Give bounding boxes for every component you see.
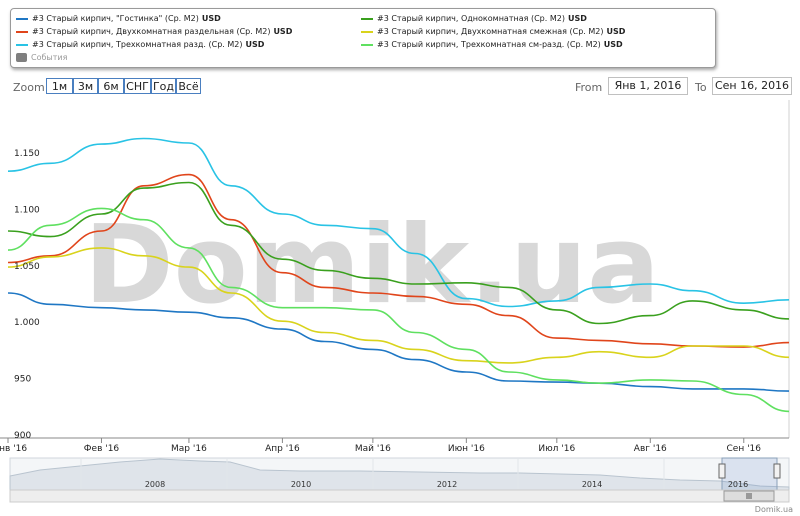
- x-tick-label: Янв '16: [0, 444, 27, 454]
- series-line-3: [7, 181, 790, 325]
- legend-label: #3 Старый кирпич, Двухкомнатная смежная …: [377, 27, 604, 36]
- legend-item-two-room-separate[interactable]: #3 Старый кирпич, Двухкомнатная раздельн…: [16, 26, 292, 37]
- x-tick-label: Авг '16: [634, 444, 667, 454]
- x-tick-label: Сен '16: [727, 444, 762, 454]
- navigator-handle-right[interactable]: [773, 463, 781, 479]
- navigator-handle-left[interactable]: [718, 463, 726, 479]
- range-from-label: From: [575, 81, 603, 94]
- legend-swatch: [361, 43, 373, 46]
- legend-swatch: [361, 17, 373, 20]
- events-icon: [16, 53, 27, 62]
- legend-unit: USD: [273, 27, 293, 36]
- navigator-selection[interactable]: [721, 457, 778, 491]
- zoom-6m-button[interactable]: 6м: [98, 78, 124, 94]
- legend-unit: USD: [201, 14, 221, 23]
- legend-unit: USD: [606, 27, 626, 36]
- legend-swatch: [16, 43, 28, 46]
- legend-item-three-room-separate[interactable]: #3 Старый кирпич, Трехкомнатная разд. (С…: [16, 39, 264, 50]
- series-line-4: [7, 247, 790, 364]
- legend-label: #3 Старый кирпич, Двухкомнатная раздельн…: [32, 27, 271, 36]
- range-from-input[interactable]: Янв 1, 2016: [608, 77, 688, 95]
- x-tick-label: Июл '16: [538, 444, 575, 454]
- range-to-input[interactable]: Сен 16, 2016: [712, 77, 792, 95]
- x-tick-label: Мар '16: [171, 444, 207, 454]
- legend-item-events[interactable]: События: [16, 52, 67, 63]
- legend-swatch: [16, 17, 28, 20]
- legend-swatch: [16, 30, 28, 33]
- x-tick-label: Май '16: [355, 444, 391, 454]
- legend-unit: USD: [567, 14, 587, 23]
- navigator-series: [9, 458, 790, 491]
- y-tick-label: 950: [14, 375, 31, 385]
- series-line-5: [7, 207, 790, 413]
- legend-item-three-room-mixed[interactable]: #3 Старый кирпич, Трехкомнатная см-разд.…: [361, 39, 623, 50]
- x-tick-label: Июн '16: [448, 444, 485, 454]
- events-label: События: [31, 53, 68, 62]
- y-tick-label: 1.100: [14, 205, 40, 215]
- legend-label: #3 Старый кирпич, "Гостинка" (Ср. М2): [32, 14, 199, 23]
- series-line-0: [7, 292, 790, 392]
- credit-link[interactable]: Domik.ua: [755, 505, 793, 514]
- watermark-text: Domik.ua: [84, 203, 660, 328]
- navigator-year-label: 2008: [145, 480, 165, 489]
- chart-legend: #3 Старый кирпич, "Гостинка" (Ср. М2) US…: [10, 8, 716, 68]
- zoom-cis-button[interactable]: СНГ: [124, 78, 151, 94]
- series-line-2: [7, 137, 790, 308]
- legend-swatch: [361, 30, 373, 33]
- navigator-year-label: 2016: [728, 480, 748, 489]
- y-tick-label: 1.150: [14, 149, 40, 159]
- legend-unit: USD: [603, 40, 623, 49]
- legend-item-one-room[interactable]: #3 Старый кирпич, Однокомнатная (Ср. М2)…: [361, 13, 587, 24]
- legend-label: #3 Старый кирпич, Трехкомнатная разд. (С…: [32, 40, 243, 49]
- y-tick-label: 1.050: [14, 262, 40, 272]
- range-to-label: To: [695, 81, 707, 94]
- zoom-3m-button[interactable]: 3м: [73, 78, 98, 94]
- legend-label: #3 Старый кирпич, Однокомнатная (Ср. М2): [377, 14, 565, 23]
- x-tick-label: Фев '16: [84, 444, 120, 454]
- zoom-1m-button[interactable]: 1м: [46, 78, 73, 94]
- navigator-year-label: 2012: [437, 480, 457, 489]
- y-tick-label: 1.000: [14, 318, 40, 328]
- zoom-all-button[interactable]: Всё: [176, 78, 201, 94]
- zoom-year-button[interactable]: Год: [151, 78, 176, 94]
- legend-unit: USD: [245, 40, 265, 49]
- navigator-year-label: 2010: [291, 480, 311, 489]
- legend-item-gostinka[interactable]: #3 Старый кирпич, "Гостинка" (Ср. М2) US…: [16, 13, 221, 24]
- navigator-year-label: 2014: [582, 480, 602, 489]
- plot-area: [0, 100, 789, 438]
- legend-item-two-room-adjacent[interactable]: #3 Старый кирпич, Двухкомнатная смежная …: [361, 26, 625, 37]
- zoom-label: Zoom: [13, 81, 45, 94]
- scrollbar-track[interactable]: [9, 489, 790, 503]
- legend-label: #3 Старый кирпич, Трехкомнатная см-разд.…: [377, 40, 601, 49]
- x-tick-label: Апр '16: [265, 444, 300, 454]
- y-tick-label: 900: [14, 431, 31, 441]
